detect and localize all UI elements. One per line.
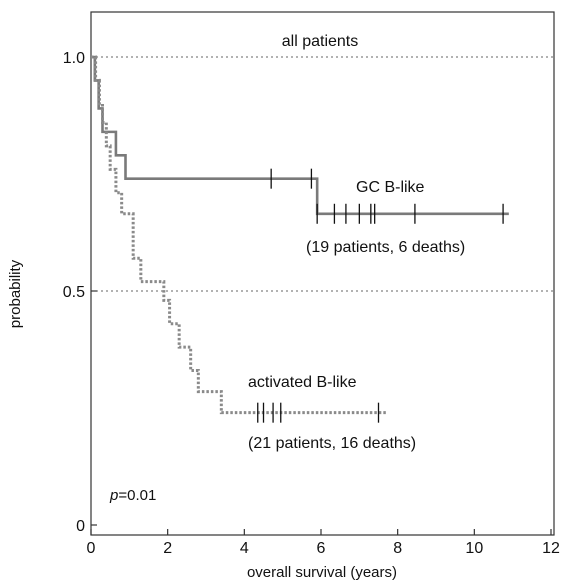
survival-curve-gc-b-like [91,55,509,216]
y-tick-label: 0 [76,518,85,535]
annotation-abc-counts: (21 patients, 16 deaths) [248,435,416,452]
x-tick-label: 2 [163,540,172,557]
annotation-all-patients: all patients [282,33,359,50]
p-value-italic: p [109,487,118,504]
y-axis-ticks: 0 0.5 1.0 [63,50,97,535]
x-tick-label: 0 [87,540,96,557]
y-tick-label: 1.0 [63,50,85,67]
x-axis-ticks: 0 2 4 6 8 10 12 [87,529,560,557]
p-value: p=0.01 [109,487,156,504]
x-tick-label: 12 [542,540,560,557]
y-tick-label: 0.5 [63,284,85,301]
series-layer [91,55,509,423]
p-value-rest: =0.01 [118,487,156,504]
x-tick-label: 6 [317,540,326,557]
survival-curve-activated-b-like [91,55,387,415]
y-axis-title: probability [7,259,24,328]
annotation-gc-counts: (19 patients, 6 deaths) [306,239,465,256]
x-tick-label: 4 [240,540,249,557]
annotation-abc-label: activated B-like [248,374,357,391]
x-tick-label: 8 [393,540,402,557]
x-axis-title: overall survival (years) [247,564,397,581]
plot-frame [90,11,555,536]
x-tick-label: 10 [465,540,483,557]
annotation-gc-label: GC B-like [356,179,425,196]
